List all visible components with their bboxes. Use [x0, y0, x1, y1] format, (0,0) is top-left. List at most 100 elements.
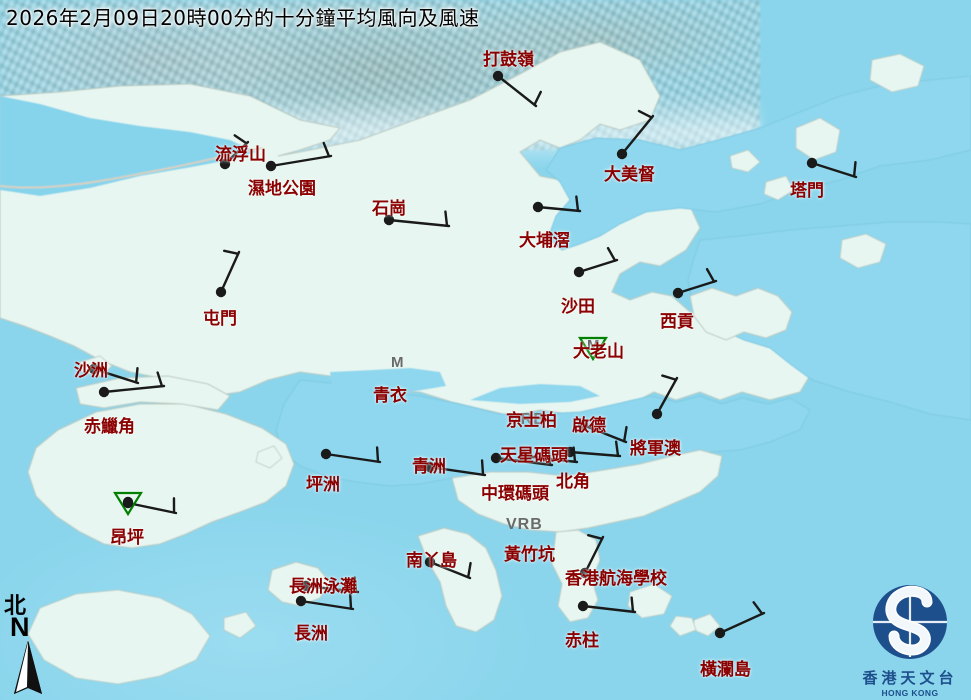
barb-feather [353, 576, 358, 593]
vrb-marker-23: VRB [506, 516, 543, 533]
green-triangle-marker [578, 336, 608, 362]
station-dot [714, 627, 726, 639]
wind-barb-1 [219, 134, 250, 170]
barb-feather [233, 134, 248, 145]
station-dot [122, 496, 134, 508]
junk-bay-water [654, 416, 712, 452]
station-label-西貢: 西貢 [660, 312, 694, 332]
station-label-塔門: 塔門 [790, 181, 824, 201]
wind-barb-16 [651, 374, 679, 420]
compass-label-cn: 北 [4, 594, 27, 619]
barb-feather [587, 534, 604, 540]
barb-shaft [536, 205, 582, 213]
station-label-香港航海學校: 香港航海學校 [565, 569, 667, 589]
station-label-大老山: 大老山 [573, 342, 624, 362]
wind-barb-22 [113, 491, 178, 517]
island-chek-lap-kok [75, 375, 231, 411]
barb-feather [547, 449, 552, 466]
barb-feather [622, 425, 628, 443]
barb-shaft [428, 465, 487, 477]
station-dot [88, 363, 100, 375]
island-south-lantau-bits [27, 589, 211, 685]
barb-feather [606, 246, 617, 262]
barb-shaft [810, 161, 858, 179]
wind-barb-3 [383, 210, 451, 228]
island-sai-kung-peninsula [689, 287, 793, 341]
barb-shaft [126, 501, 178, 515]
barb-shaft [568, 450, 622, 458]
barb-feather [348, 593, 353, 610]
island-tap-mun [795, 117, 841, 161]
wind-barb-2 [265, 141, 333, 172]
station-label-長洲泳灘: 長洲泳灘 [289, 577, 357, 597]
barb-shaft [620, 114, 655, 156]
island-tolo-small-2 [763, 175, 795, 201]
kowloon-bay-water [470, 384, 600, 404]
barb-feather [444, 210, 449, 228]
barb-feather [480, 459, 485, 476]
station-dot [651, 408, 663, 420]
barb-feather [705, 267, 716, 283]
hko-logo-en: HONG KONG OBSERVATORY [876, 688, 944, 700]
station-dot [490, 452, 502, 464]
station-label-坪洲: 坪洲 [306, 475, 340, 495]
barb-shaft [583, 535, 605, 575]
station-dot [616, 148, 628, 160]
vrb-marker-14: VRB [509, 411, 546, 428]
station-dot [424, 556, 436, 568]
station-label-沙洲: 沙洲 [74, 361, 108, 381]
barb-shaft [219, 250, 241, 294]
station-label-青洲: 青洲 [412, 457, 446, 477]
station-label-流浮山: 流浮山 [215, 145, 266, 165]
station-label-中環碼頭: 中環碼頭 [481, 484, 549, 504]
station-dot [215, 286, 227, 298]
barb-shaft [494, 456, 554, 467]
barb-shaft [269, 154, 333, 168]
station-dot [300, 580, 312, 592]
missing-marker-12: M [391, 354, 404, 371]
station-dot [579, 567, 591, 579]
peninsula-stanley [551, 529, 601, 623]
compass-rose: 北 N [2, 588, 72, 700]
station-dot [383, 214, 395, 226]
station-label-赤柱: 赤柱 [565, 631, 599, 651]
missing-marker-10: M [587, 337, 600, 354]
barb-feather [614, 440, 620, 458]
wind-barb-11 [88, 363, 140, 385]
page-title: 2026年2月09日20時00分的十分鐘平均風向及風速 [6, 6, 480, 30]
station-dot [532, 201, 544, 213]
station-dot [672, 287, 684, 299]
station-dot [424, 461, 436, 473]
island-hong-kong [451, 449, 723, 533]
hko-emblem-icon [873, 585, 947, 659]
north-arrow-icon [14, 640, 42, 694]
island-lantau [27, 403, 295, 549]
wind-barb-6 [532, 195, 582, 213]
compass-label-en: N [10, 612, 30, 642]
barb-feather [575, 195, 580, 213]
wind-barb-24 [424, 556, 472, 580]
station-dot [295, 595, 307, 607]
station-dot [98, 386, 110, 398]
station-label-沙田: 沙田 [561, 297, 595, 317]
station-label-大埔滘: 大埔滘 [519, 231, 570, 251]
barb-shaft [223, 140, 250, 166]
tsuen-wan-bay [330, 368, 446, 392]
station-label-長洲: 長洲 [294, 624, 328, 644]
wind-barb-5 [806, 157, 858, 179]
station-label-打鼓嶺: 打鼓嶺 [483, 50, 534, 70]
barb-shaft [304, 584, 360, 594]
deep-bay [0, 96, 256, 196]
island-peng-chau [255, 445, 283, 469]
station-label-屯門: 屯門 [203, 309, 237, 329]
station-label-青衣: 青衣 [373, 386, 407, 406]
barb-feather [134, 366, 139, 384]
island-lamma [417, 527, 503, 633]
station-dot [806, 157, 818, 169]
barb-shaft [428, 560, 472, 580]
wind-barb-26 [300, 576, 360, 594]
wind-barb-28 [577, 596, 637, 614]
wind-barb-21 [490, 449, 554, 467]
barb-shaft [577, 258, 619, 274]
